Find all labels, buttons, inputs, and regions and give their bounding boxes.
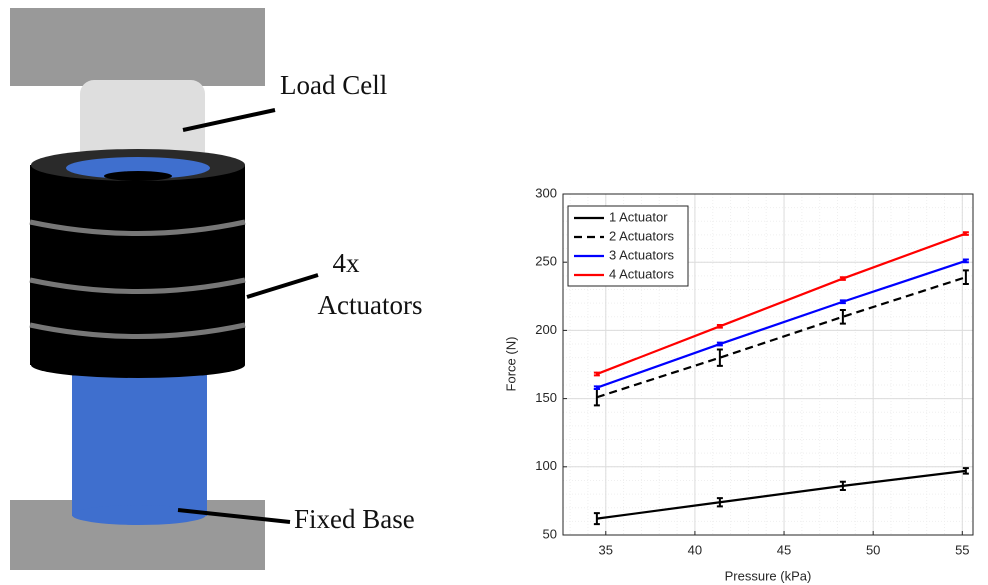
y-tick-label: 250 (535, 254, 557, 269)
chart: Pressure (kPa) Force (N) 35 40 45 50 55 50 100… (503, 185, 973, 583)
stack-bottom (31, 352, 245, 378)
x-tick-label: 55 (955, 542, 969, 557)
figure: Load Cell 4x Actuators Fixed Base Pressu… (0, 0, 988, 585)
legend-label: 4 Actuators (609, 266, 675, 281)
label: Actuators (318, 290, 423, 320)
legend-label: 2 Actuators (609, 228, 675, 243)
x-tick-label: 40 (688, 542, 702, 557)
y-axis-label: Force (N) (503, 337, 518, 392)
y-tick-label: 150 (535, 390, 557, 405)
y-tick-label: 300 (535, 185, 557, 200)
x-axis-label: Pressure (kPa) (725, 568, 812, 583)
legend-label: 1 Actuator (609, 209, 668, 224)
label: Fixed Base (294, 504, 415, 534)
legend-label: 3 Actuators (609, 247, 675, 262)
stack-hole (104, 171, 172, 181)
x-tick-label: 35 (599, 542, 613, 557)
page: {"diagram": {"load_cell": "Load Cell", "… (0, 0, 988, 585)
blue-cylinder-end (72, 505, 206, 525)
top-plate (10, 8, 265, 86)
label: Load Cell (280, 70, 387, 100)
y-tick-label: 100 (535, 458, 557, 473)
label: 4x (333, 248, 361, 278)
x-tick-label: 50 (866, 542, 880, 557)
y-tick-label: 200 (535, 322, 557, 337)
y-tick-label: 50 (543, 526, 557, 541)
blue-cylinder (72, 360, 207, 515)
leader-line (247, 275, 318, 297)
diagram: Load Cell 4x Actuators Fixed Base (10, 8, 422, 570)
x-tick-label: 45 (777, 542, 791, 557)
